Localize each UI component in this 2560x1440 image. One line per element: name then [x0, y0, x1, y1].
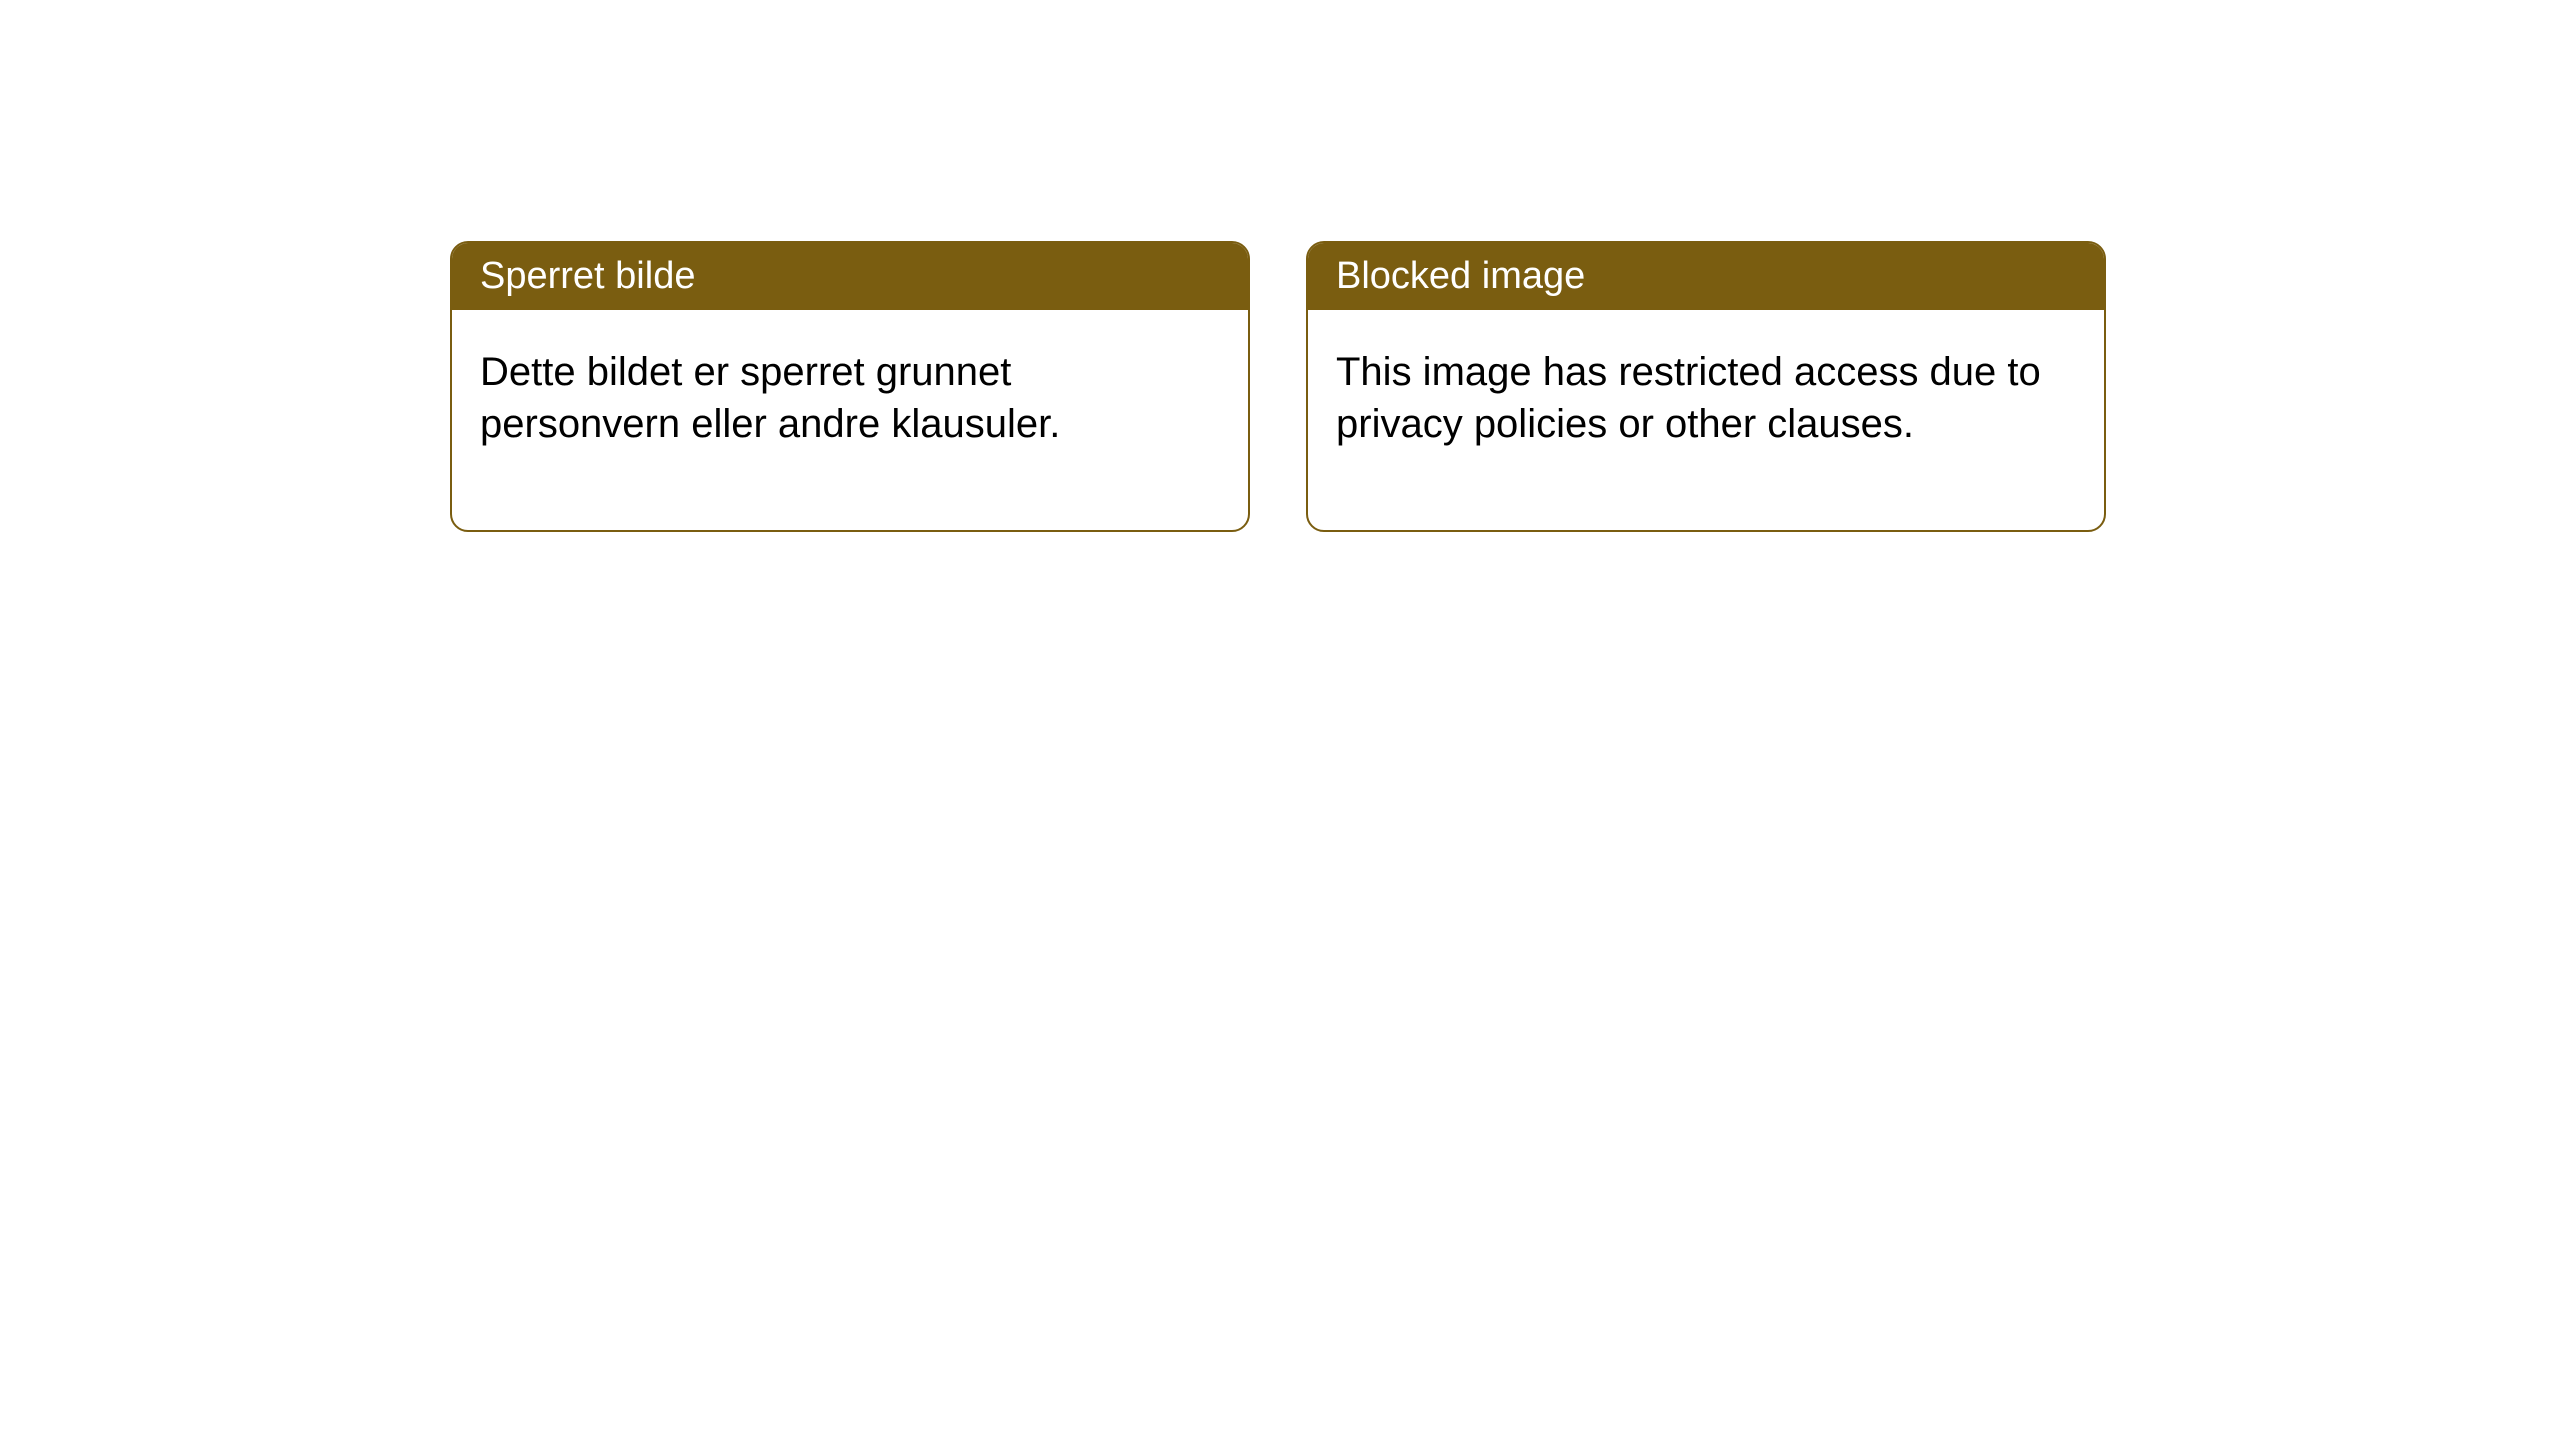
card-header: Blocked image [1308, 243, 2104, 310]
card-body: This image has restricted access due to … [1308, 310, 2104, 530]
notice-cards-row: Sperret bilde Dette bildet er sperret gr… [450, 241, 2106, 532]
notice-card-norwegian: Sperret bilde Dette bildet er sperret gr… [450, 241, 1250, 532]
card-header: Sperret bilde [452, 243, 1248, 310]
card-body-text: Dette bildet er sperret grunnet personve… [480, 350, 1060, 446]
card-title: Blocked image [1336, 255, 1585, 297]
card-title: Sperret bilde [480, 255, 695, 297]
notice-card-english: Blocked image This image has restricted … [1306, 241, 2106, 532]
card-body: Dette bildet er sperret grunnet personve… [452, 310, 1248, 530]
card-body-text: This image has restricted access due to … [1336, 350, 2041, 446]
